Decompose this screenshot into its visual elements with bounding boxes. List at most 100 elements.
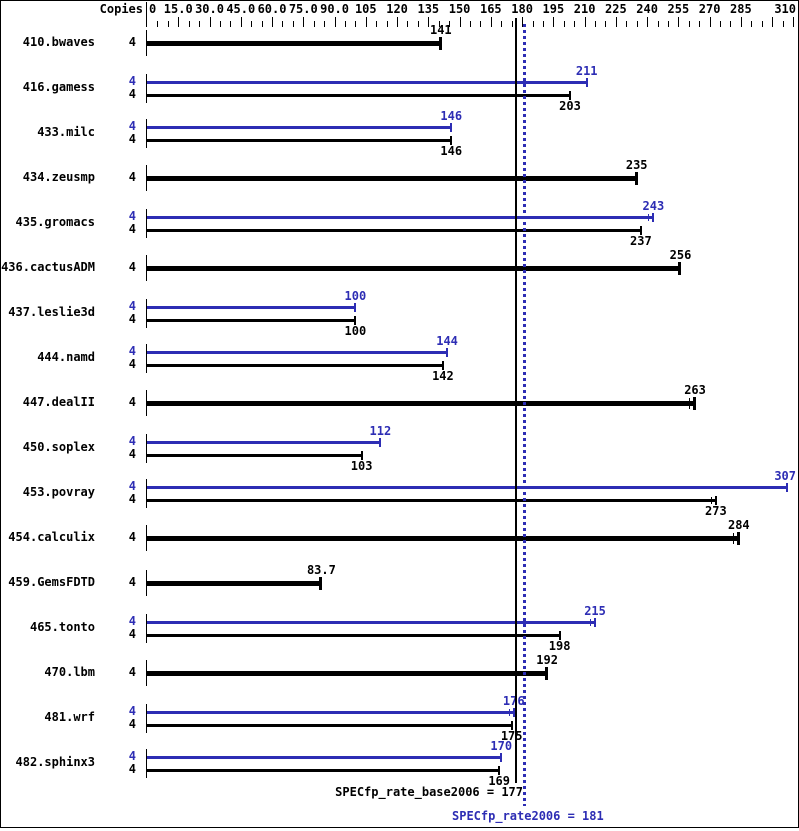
- copies-value-peak: 4: [128, 119, 136, 133]
- axis-tick-label-240: 240: [636, 2, 658, 16]
- axis-major-tick: [428, 17, 429, 27]
- bar-base: [147, 266, 681, 271]
- axis-major-tick: [772, 17, 773, 27]
- axis-minor-tick: [387, 21, 388, 27]
- copies-value-base: 4: [128, 762, 136, 776]
- bar-base: [147, 634, 560, 637]
- axis-major-tick: [272, 17, 273, 27]
- copies-value: 4: [128, 665, 136, 679]
- axis-minor-tick: [407, 21, 408, 27]
- axis-major-tick: [178, 17, 179, 27]
- axis-minor-tick: [762, 21, 763, 27]
- benchmark-label: 433.milc: [37, 125, 95, 139]
- bar-end-cap: [634, 171, 638, 185]
- axis-baseline-segment: [146, 165, 147, 191]
- copies-value: 4: [128, 35, 136, 49]
- axis-minor-tick: [345, 21, 346, 27]
- axis-baseline-segment: [146, 30, 147, 56]
- bar-end-cap: [545, 666, 549, 680]
- axis-minor-tick: [230, 21, 231, 27]
- axis-minor-tick: [501, 21, 502, 27]
- benchmark-label: 482.sphinx3: [15, 755, 95, 769]
- bar-value-label: 175: [500, 729, 523, 743]
- axis-major-tick: [335, 17, 336, 27]
- benchmark-label: 434.zeusmp: [22, 170, 95, 184]
- base-rate-line: [515, 18, 517, 783]
- copies-value-peak: 4: [128, 344, 136, 358]
- axis-minor-tick: [480, 21, 481, 27]
- axis-minor-tick: [668, 21, 669, 27]
- bar-end-cap: [446, 347, 449, 357]
- bar-end-cap: [354, 302, 357, 312]
- bar-end-cap: [450, 122, 453, 132]
- axis-baseline-segment: [146, 570, 147, 596]
- bar-end-cap: [354, 315, 357, 325]
- bar-value-label: 176: [502, 694, 525, 708]
- axis-major-tick: [522, 17, 523, 27]
- axis-tick-label-105: 105: [354, 2, 377, 16]
- copies-value-base: 4: [128, 492, 136, 506]
- axis-minor-tick: [730, 21, 731, 27]
- axis-origin-line: [146, 2, 147, 27]
- bar-peak: [147, 216, 654, 219]
- axis-baseline-segment: [146, 479, 147, 508]
- axis-major-tick: [647, 17, 648, 27]
- bar-end-cap: [500, 752, 503, 762]
- summary-peak-text: SPECfp_rate2006 = 181: [452, 809, 604, 823]
- benchmark-label: 437.leslie3d: [8, 305, 95, 319]
- benchmark-label: 450.soplex: [22, 440, 95, 454]
- axis-minor-tick: [783, 21, 784, 27]
- bar-value-label: 307: [774, 469, 796, 483]
- axis-minor-tick: [595, 21, 596, 27]
- axis-minor-tick: [658, 21, 659, 27]
- axis-tick-label-285: 285: [730, 2, 752, 16]
- bar-base: [147, 536, 739, 541]
- copies-value: 4: [128, 260, 136, 274]
- axis-tick-label-120: 120: [386, 2, 408, 16]
- axis-baseline-segment: [146, 209, 147, 238]
- axis-minor-tick: [605, 21, 606, 27]
- bar-base: [147, 499, 716, 502]
- axis-baseline-segment: [146, 660, 147, 686]
- bar-base: [147, 94, 571, 97]
- axis-baseline-segment: [146, 704, 147, 733]
- axis-baseline-segment: [146, 119, 147, 148]
- axis-minor-tick: [220, 21, 221, 27]
- axis-minor-tick: [699, 21, 700, 27]
- axis-tick-label-15.0: 15.0: [163, 2, 193, 16]
- axis-major-tick: [585, 17, 586, 27]
- axis-major-tick: [616, 17, 617, 27]
- bar-peak: [147, 711, 514, 714]
- axis-baseline-segment: [146, 525, 147, 551]
- bar-value-label: 146: [440, 109, 463, 123]
- bar-value-label: 215: [584, 604, 606, 618]
- axis-tick-label-210: 210: [573, 2, 596, 16]
- bar-end-cap: [736, 531, 740, 545]
- bar-value-label: 284: [727, 518, 750, 532]
- axis-minor-tick: [418, 21, 419, 27]
- axis-major-tick: [678, 17, 679, 27]
- bar-peak: [147, 306, 356, 309]
- axis-tick-label-180: 180: [511, 2, 533, 16]
- benchmark-label: 453.povray: [22, 485, 95, 499]
- benchmark-label: 459.GemsFDTD: [8, 575, 95, 589]
- copies-value-base: 4: [128, 312, 136, 326]
- axis-minor-tick: [637, 21, 638, 27]
- bar-value-label: 273: [705, 504, 727, 518]
- bar-value-label: 198: [548, 639, 571, 653]
- axis-baseline-segment: [146, 390, 147, 416]
- axis-major-tick: [741, 17, 742, 27]
- axis-minor-tick: [449, 21, 450, 27]
- bar-end-cap-min: [732, 532, 734, 544]
- axis-minor-tick: [376, 21, 377, 27]
- axis-baseline-segment: [146, 255, 147, 281]
- axis-minor-tick: [157, 21, 158, 27]
- axis-minor-tick: [543, 21, 544, 27]
- axis-minor-tick: [199, 21, 200, 27]
- axis-minor-tick: [251, 21, 252, 27]
- axis-minor-tick: [168, 21, 169, 27]
- copies-value-peak: 4: [128, 434, 136, 448]
- bar-value-label: 146: [440, 144, 463, 158]
- benchmark-label: 436.cactusADM: [1, 260, 95, 274]
- axis-tick-label-45.0: 45.0: [226, 2, 256, 16]
